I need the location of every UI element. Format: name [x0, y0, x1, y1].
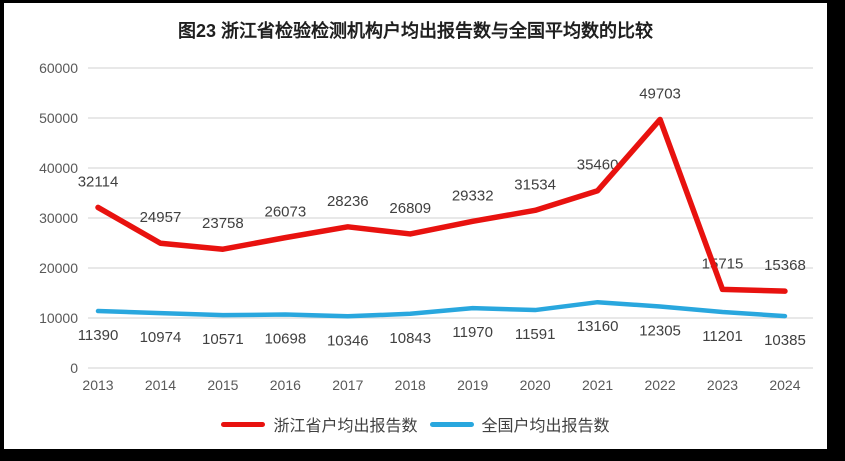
- data-label: 11591: [515, 326, 556, 343]
- x-tick-label: 2013: [82, 377, 113, 393]
- y-tick-label: 0: [70, 360, 78, 376]
- series-line-zhejiang: [95, 116, 788, 294]
- data-label: 11201: [702, 328, 743, 345]
- legend-item-national: 全国户均出报告数: [429, 412, 610, 436]
- data-label: 31534: [514, 176, 556, 193]
- x-tick-label: 2021: [582, 377, 613, 393]
- data-label: 35460: [577, 157, 619, 174]
- legend-line-blue-swatch: [429, 421, 474, 427]
- x-tick-label: 2015: [207, 377, 238, 393]
- x-tick-label: 2014: [145, 377, 176, 393]
- data-label: 29332: [452, 187, 494, 204]
- legend-label-national: 全国户均出报告数: [481, 418, 610, 435]
- data-label: 10385: [764, 332, 806, 349]
- data-label: 49703: [639, 85, 681, 102]
- data-label: 11390: [78, 327, 119, 344]
- chart-title: 图23 浙江省检验检测机构户均出报告数与全国平均数的比较: [177, 21, 654, 41]
- y-tick-label: 10000: [39, 310, 78, 326]
- x-tick-label: 2020: [520, 377, 551, 393]
- y-tick-label: 40000: [39, 160, 78, 176]
- legend-line-red-swatch: [221, 421, 266, 427]
- data-label: 26073: [264, 204, 306, 221]
- data-label: 28236: [327, 193, 369, 210]
- data-label: 10974: [140, 329, 182, 346]
- data-label: 15368: [764, 257, 806, 274]
- x-tick-label: 2024: [769, 377, 800, 393]
- data-label: 15715: [702, 255, 744, 272]
- legend-item-zhejiang: 浙江省户均出报告数: [221, 412, 418, 436]
- x-tick-label: 2019: [457, 377, 488, 393]
- series-line-national: [95, 299, 788, 319]
- x-tick-label: 2022: [644, 377, 675, 393]
- legend: 浙江省户均出报告数 全国户均出报告数: [4, 412, 827, 436]
- data-label: 11970: [452, 324, 493, 341]
- x-tick-label: 2018: [395, 377, 426, 393]
- x-tick-label: 2017: [332, 377, 363, 393]
- data-label: 10571: [202, 331, 244, 348]
- y-tick-label: 60000: [39, 60, 78, 76]
- legend-label-zhejiang: 浙江省户均出报告数: [273, 418, 418, 435]
- data-label: 24957: [140, 209, 182, 226]
- data-label: 10698: [264, 331, 306, 348]
- data-label: 23758: [202, 215, 244, 232]
- x-tick-label: 2016: [270, 377, 301, 393]
- data-label: 10346: [327, 332, 369, 349]
- y-tick-label: 30000: [39, 210, 78, 226]
- data-label: 32114: [78, 173, 119, 190]
- y-tick-label: 20000: [39, 260, 78, 276]
- data-label: 12305: [639, 322, 681, 339]
- x-tick-label: 2023: [707, 377, 738, 393]
- chart-background: [4, 3, 827, 449]
- data-label: 26809: [389, 200, 431, 217]
- y-tick-label: 50000: [39, 110, 78, 126]
- data-label: 13160: [577, 318, 619, 335]
- data-label: 10843: [389, 330, 431, 347]
